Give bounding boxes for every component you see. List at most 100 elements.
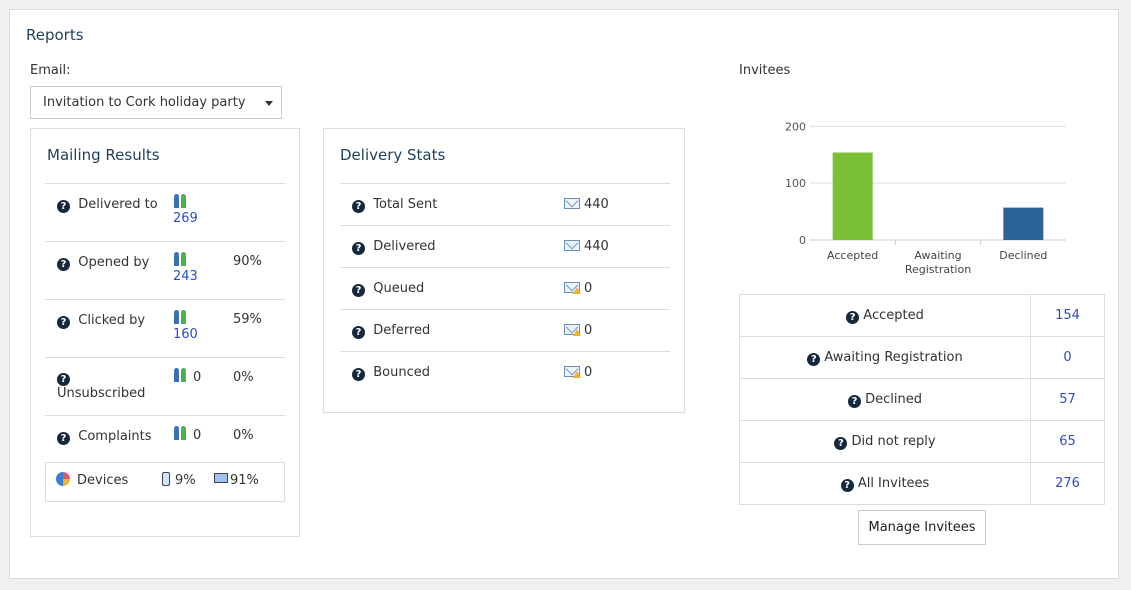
table-row: ? Accepted 154	[739, 294, 1105, 337]
opened-percent: 90%	[233, 254, 262, 269]
invitee-label: All Invitees	[857, 475, 930, 491]
mailing-row-opened: ? Opened by 243 90%	[45, 241, 285, 299]
declined-count-link[interactable]: 57	[1030, 378, 1105, 421]
help-icon[interactable]: ?	[352, 368, 365, 381]
did-not-reply-count-link[interactable]: 65	[1030, 420, 1105, 463]
delivery-stats-title: Delivery Stats	[340, 146, 446, 164]
invitee-label: Accepted	[863, 307, 924, 323]
bar	[832, 152, 873, 240]
row-label: Complaints	[78, 429, 152, 444]
delivery-row-bounced: ? Bounced 0	[340, 351, 670, 393]
accepted-count-link[interactable]: 154	[1030, 294, 1105, 337]
table-row: ? Awaiting Registration 0	[739, 336, 1105, 379]
help-icon[interactable]: ?	[840, 478, 854, 492]
invitee-label: Did not reply	[851, 433, 936, 449]
devices-mobile-percent: 9%	[175, 473, 196, 488]
row-label: Total Sent	[373, 197, 438, 212]
help-icon[interactable]: ?	[57, 432, 70, 445]
y-tick-label: 200	[785, 120, 806, 133]
row-label: Clicked by	[78, 313, 146, 328]
x-tick-label: Accepted	[827, 249, 878, 262]
pie-chart-icon	[56, 472, 70, 486]
mailing-results-list: ? Delivered to 269 ? Opened by 243 90% ?…	[45, 183, 285, 461]
people-icon	[173, 194, 189, 209]
row-label: Unsubscribed	[57, 386, 146, 401]
help-icon[interactable]: ?	[57, 316, 70, 329]
help-icon[interactable]: ?	[352, 326, 365, 339]
awaiting-count-link[interactable]: 0	[1030, 336, 1105, 379]
unsubscribed-count: 0	[193, 370, 202, 385]
envelope-warning-icon	[564, 324, 581, 336]
delivery-row-total-sent: ? Total Sent 440	[340, 183, 670, 225]
row-label: Delivered	[373, 239, 436, 254]
invitee-label: Awaiting Registration	[824, 349, 963, 365]
row-label: Opened by	[78, 255, 150, 270]
devices-label: Devices	[77, 473, 129, 488]
help-icon[interactable]: ?	[57, 200, 70, 213]
total-sent-value: 440	[584, 197, 609, 212]
devices-desktop-percent: 91%	[230, 473, 259, 488]
people-icon	[173, 310, 189, 325]
help-icon[interactable]: ?	[57, 258, 70, 271]
mailing-row-delivered: ? Delivered to 269	[45, 183, 285, 241]
unsubscribed-percent: 0%	[233, 370, 254, 385]
manage-invitees-button[interactable]: Manage Invitees	[858, 510, 986, 545]
people-icon	[173, 426, 189, 441]
row-label: Deferred	[373, 323, 431, 338]
mailing-row-unsubscribed: ? Unsubscribed 0 0%	[45, 357, 285, 415]
clicked-percent: 59%	[233, 312, 262, 327]
bar	[1003, 207, 1044, 240]
envelope-warning-icon	[564, 366, 581, 378]
mailing-row-complaints: ? Complaints 0 0%	[45, 415, 285, 461]
delivery-stats-list: ? Total Sent 440 ? Delivered 440 ? Queue…	[340, 183, 670, 393]
help-icon[interactable]: ?	[807, 352, 821, 366]
y-tick-label: 0	[799, 234, 806, 247]
help-icon[interactable]: ?	[352, 200, 365, 213]
reports-panel: Reports Email: Invitation to Cork holida…	[9, 9, 1119, 579]
help-icon[interactable]: ?	[352, 242, 365, 255]
caret-down-icon	[265, 101, 273, 106]
help-icon[interactable]: ?	[846, 310, 860, 324]
envelope-icon	[564, 240, 580, 251]
delivery-stats-box: Delivery Stats ? Total Sent 440 ? Delive…	[323, 128, 685, 413]
table-row: ? Did not reply 65	[739, 420, 1105, 463]
mailing-results-box: Mailing Results ? Delivered to 269 ? Ope…	[30, 128, 300, 537]
delivery-row-deferred: ? Deferred 0	[340, 309, 670, 351]
people-icon	[173, 368, 189, 383]
bounced-value: 0	[584, 365, 593, 380]
people-icon	[173, 252, 189, 267]
mobile-phone-icon	[162, 472, 170, 486]
help-icon[interactable]: ?	[847, 394, 861, 408]
row-label: Bounced	[373, 365, 431, 380]
delivery-row-queued: ? Queued 0	[340, 267, 670, 309]
complaints-percent: 0%	[233, 428, 254, 443]
email-select[interactable]: Invitation to Cork holiday party	[30, 86, 282, 119]
clicked-count-link[interactable]: 160	[173, 327, 198, 342]
table-row: ? All Invitees 276	[739, 462, 1105, 505]
envelope-icon	[564, 198, 580, 209]
y-tick-label: 100	[785, 177, 806, 190]
help-icon[interactable]: ?	[57, 373, 70, 386]
row-label: Queued	[373, 281, 425, 296]
mailing-row-clicked: ? Clicked by 160 59%	[45, 299, 285, 357]
invitees-label: Invitees	[739, 63, 791, 78]
invitees-table: ? Accepted 154 ? Awaiting Registration 0…	[739, 294, 1105, 505]
x-tick-label: Registration	[905, 263, 971, 276]
queued-value: 0	[584, 281, 593, 296]
x-tick-label: Declined	[999, 249, 1047, 262]
envelope-warning-icon	[564, 282, 581, 294]
opened-count-link[interactable]: 243	[173, 269, 198, 284]
delivered-count-link[interactable]: 269	[173, 211, 198, 226]
all-invitees-count-link[interactable]: 276	[1030, 462, 1105, 505]
email-label: Email:	[30, 63, 71, 78]
mailing-results-title: Mailing Results	[47, 146, 160, 164]
page-title: Reports	[26, 26, 84, 44]
invitee-label: Declined	[865, 391, 922, 407]
help-icon[interactable]: ?	[834, 436, 848, 450]
devices-row: Devices 9% 91%	[45, 462, 285, 502]
complaints-count: 0	[193, 428, 202, 443]
delivered-value: 440	[584, 239, 609, 254]
help-icon[interactable]: ?	[352, 284, 365, 297]
table-row: ? Declined 57	[739, 378, 1105, 421]
